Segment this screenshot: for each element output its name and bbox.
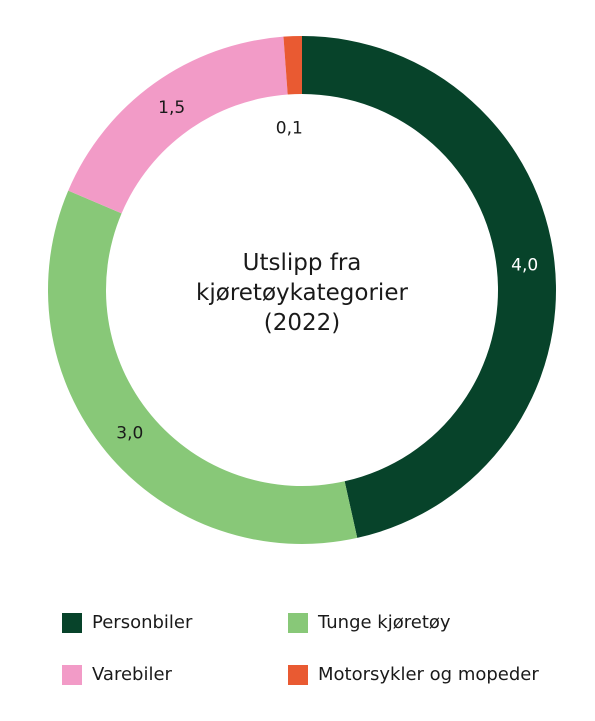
legend-label-motorsykler: Motorsykler og mopeder [318,664,539,685]
legend-swatch-varebiler [62,664,82,685]
data-label-varebiler: 1,5 [158,98,185,118]
slice-varebiler [68,36,288,214]
chart-title-line-3: (2022) [263,310,341,336]
legend-swatch-personbiler [62,612,82,633]
donut-chart: 4,0 3,0 1,5 0,1 [47,36,556,544]
legend-swatch-tunge-kjoretoy [288,612,308,633]
data-label-motorsykler: 0,1 [276,118,303,138]
legend-item-personbiler: Personbiler [62,612,192,633]
chart-title-line-2: kjøretøykategorier [196,280,408,306]
data-label-tunge-kjoretoy: 3,0 [116,423,143,443]
legend-label-tunge-kjoretoy: Tunge kjøretøy [318,612,451,633]
slice-personbiler [302,36,556,538]
legend-label-varebiler: Varebiler [92,664,172,685]
chart-title: Utslipp fra kjøretøykategorier (2022) [152,248,452,338]
slice-motorsykler [283,36,302,95]
legend-item-varebiler: Varebiler [62,664,172,685]
legend-item-tunge-kjoretoy: Tunge kjøretøy [288,612,451,633]
legend-swatch-motorsykler [288,664,308,685]
legend-item-motorsykler: Motorsykler og mopeder [288,664,539,685]
data-label-personbiler: 4,0 [511,256,538,276]
legend-label-personbiler: Personbiler [92,612,193,633]
slice-tunge-kjoretoy [47,190,358,544]
chart-title-line-1: Utslipp fra [242,250,362,276]
